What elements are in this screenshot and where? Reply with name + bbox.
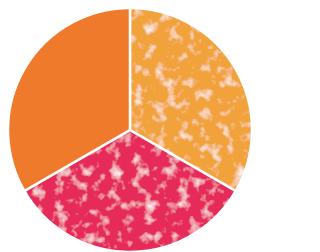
page: (() => { const data = JSON.parse(documen… bbox=[0, 0, 320, 252]
swatch-pie bbox=[0, 0, 251, 252]
